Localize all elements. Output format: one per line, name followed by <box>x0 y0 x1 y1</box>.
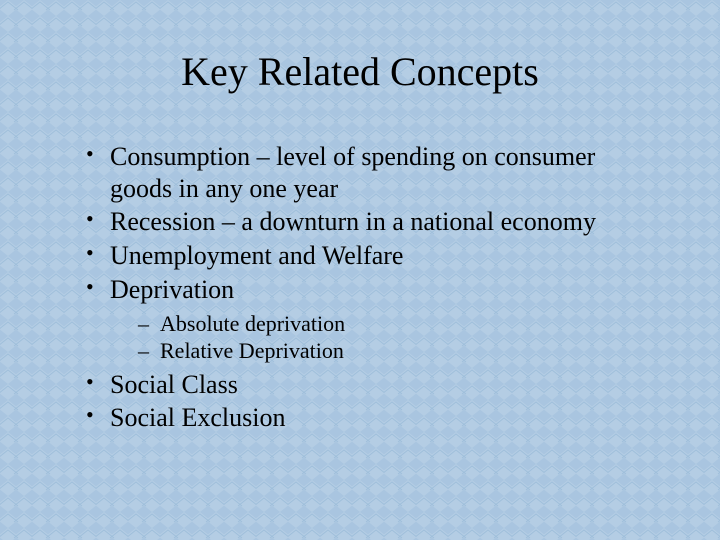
slide: Key Related Concepts Consumption – level… <box>0 0 720 540</box>
list-item: Relative Deprivation <box>138 337 656 365</box>
list-item: Social Class <box>86 369 656 401</box>
list-item: Absolute deprivation <box>138 310 656 338</box>
bullet-text: Unemployment and Welfare <box>110 241 403 270</box>
list-item: Unemployment and Welfare <box>86 240 656 272</box>
list-item: Social Exclusion <box>86 402 656 434</box>
bullet-text: Social Exclusion <box>110 403 285 432</box>
bullet-text: Recession – a downturn in a national eco… <box>110 207 596 236</box>
sub-bullet-text: Relative Deprivation <box>160 338 344 363</box>
sub-bullet-text: Absolute deprivation <box>160 311 345 336</box>
list-item: Recession – a downturn in a national eco… <box>86 206 656 238</box>
bullet-text: Deprivation <box>110 275 234 304</box>
bullet-text: Social Class <box>110 370 238 399</box>
list-item: Deprivation Absolute deprivation Relativ… <box>86 274 656 365</box>
slide-title: Key Related Concepts <box>64 48 656 95</box>
bullet-list: Consumption – level of spending on consu… <box>64 141 656 434</box>
sub-bullet-list: Absolute deprivation Relative Deprivatio… <box>110 310 656 365</box>
bullet-text: Consumption – level of spending on consu… <box>110 142 595 203</box>
list-item: Consumption – level of spending on consu… <box>86 141 656 204</box>
